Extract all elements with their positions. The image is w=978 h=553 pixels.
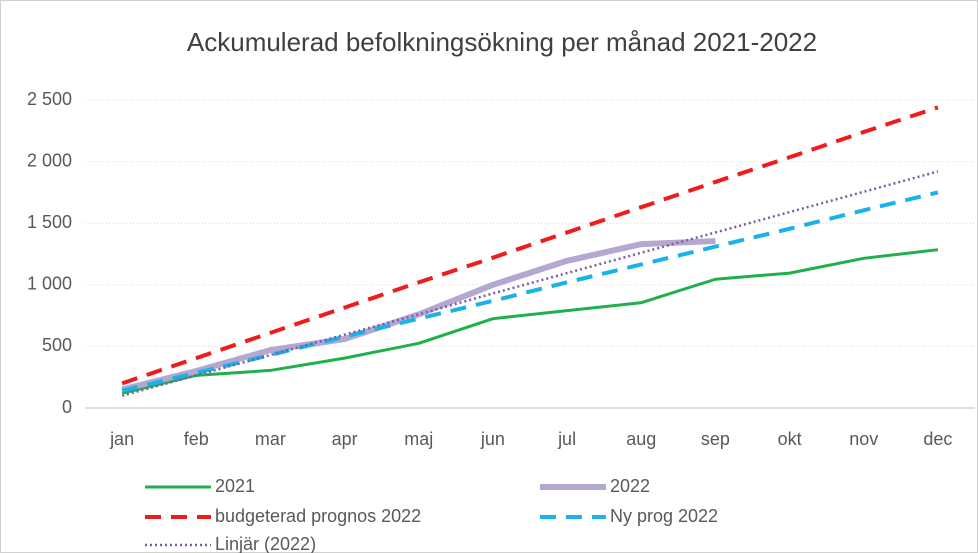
data-line xyxy=(121,170,939,397)
x-tick-label: mar xyxy=(255,429,286,449)
y-tick-label: 0 xyxy=(62,397,72,417)
x-tick-label: maj xyxy=(404,429,433,449)
y-tick-label: 2 000 xyxy=(27,150,72,170)
legend-label: Ny prog 2022 xyxy=(610,506,718,526)
legend-label: 2021 xyxy=(215,476,255,496)
data-line xyxy=(121,248,939,395)
data-line xyxy=(121,238,716,393)
legend-label: Linjär (2022) xyxy=(215,534,316,553)
y-tick-label: 500 xyxy=(42,335,72,355)
legend-label: budgeterad prognos 2022 xyxy=(215,506,421,526)
x-tick-label: dec xyxy=(923,429,952,449)
x-tick-label: jan xyxy=(109,429,134,449)
y-tick-label: 2 500 xyxy=(27,89,72,109)
data-line xyxy=(121,105,939,386)
x-tick-label: jul xyxy=(557,429,576,449)
x-tick-label: feb xyxy=(184,429,209,449)
x-tick-label: okt xyxy=(778,429,802,449)
x-tick-label: apr xyxy=(332,429,358,449)
x-tick-label: aug xyxy=(626,429,656,449)
x-tick-label: sep xyxy=(701,429,730,449)
x-tick-label: nov xyxy=(849,429,878,449)
y-tick-label: 1 000 xyxy=(27,274,72,294)
chart-title: Ackumulerad befolkningsökning per månad … xyxy=(187,27,817,57)
legend-label: 2022 xyxy=(610,476,650,496)
x-tick-label: jun xyxy=(480,429,505,449)
y-tick-label: 1 500 xyxy=(27,212,72,232)
